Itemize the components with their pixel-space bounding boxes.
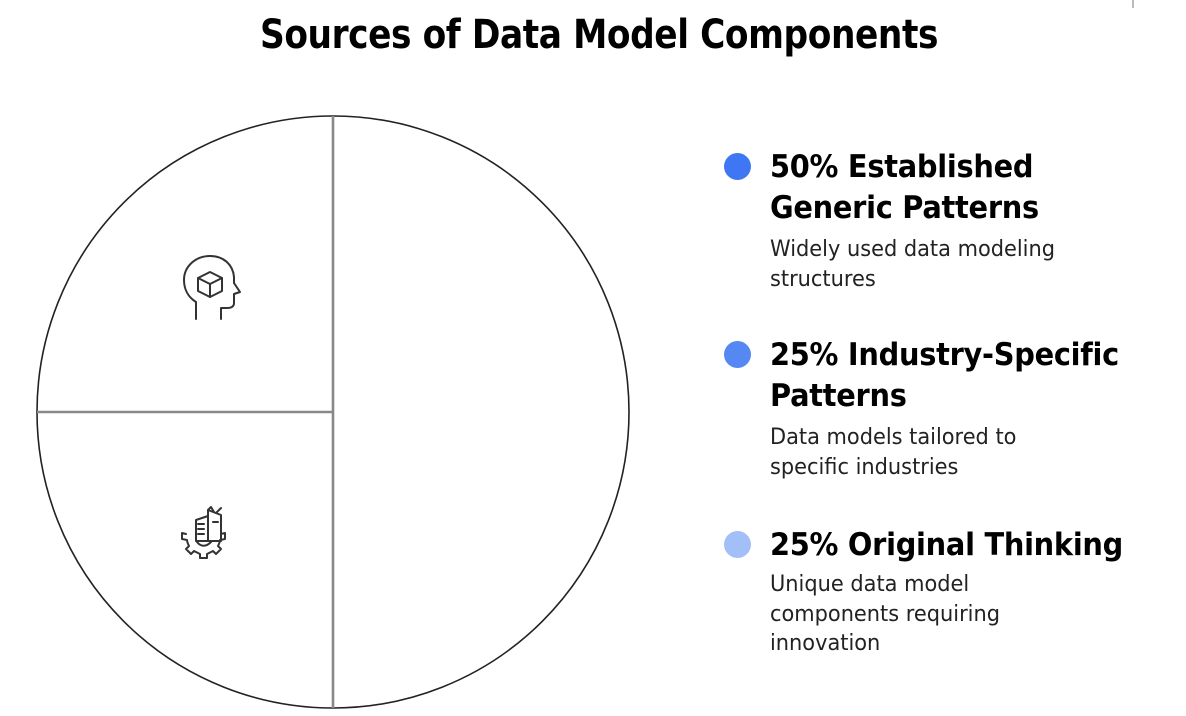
legend-title: 50% Established Generic Patterns bbox=[770, 147, 1039, 229]
pie-slice-industry-specific[interactable] bbox=[37, 116, 333, 412]
pie-chart bbox=[36, 115, 630, 709]
legend-title: 25% Industry-Specific Patterns bbox=[770, 335, 1119, 417]
legend-dot-icon bbox=[724, 531, 751, 558]
pie-slice-established-generic[interactable] bbox=[333, 116, 629, 708]
gear-building-icon bbox=[181, 506, 226, 559]
legend-dot-icon bbox=[724, 153, 751, 180]
head-cube-icon bbox=[183, 255, 241, 320]
legend-title-line: 25% Industry-Specific bbox=[770, 337, 1119, 373]
pie-slice-original-thinking[interactable] bbox=[37, 412, 333, 708]
legend-title-line: 50% Established bbox=[770, 149, 1034, 185]
legend-description: Widely used data modeling structures bbox=[770, 235, 1169, 294]
legend-title-line: 25% Original Thinking bbox=[770, 527, 1124, 563]
legend-desc-line: innovation bbox=[770, 631, 881, 656]
legend-dot-icon bbox=[724, 341, 751, 368]
legend-title-line: Generic Patterns bbox=[770, 190, 1039, 226]
legend-title-line: Patterns bbox=[770, 378, 907, 414]
legend-desc-line: Data models tailored to bbox=[770, 425, 1017, 450]
legend-description: Data models tailored to specific industr… bbox=[770, 423, 1169, 482]
legend-description: Unique data model components requiring i… bbox=[770, 570, 1169, 659]
chart-title: Sources of Data Model Components bbox=[259, 12, 939, 58]
legend-desc-line: Unique data model bbox=[770, 572, 970, 597]
legend-desc-line: components requiring bbox=[770, 601, 1001, 627]
legend-desc-line: specific industries bbox=[770, 454, 959, 480]
legend-desc-line: Widely used data modeling bbox=[770, 237, 1055, 262]
legend-desc-line: structures bbox=[770, 266, 876, 292]
corner-mark bbox=[1132, 0, 1134, 8]
legend-title: 25% Original Thinking bbox=[770, 525, 1123, 566]
